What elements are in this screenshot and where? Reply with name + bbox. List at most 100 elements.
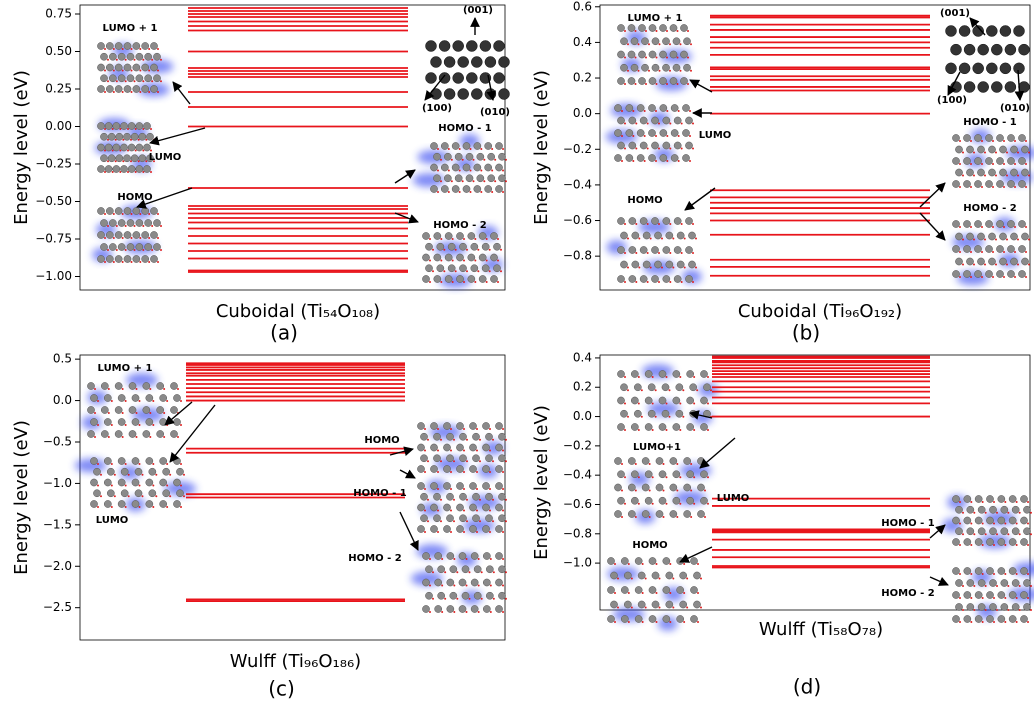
atom (655, 56, 658, 59)
crystal-atom (443, 88, 456, 100)
crystal-atom (452, 72, 464, 84)
atom (494, 180, 497, 183)
atom (469, 503, 477, 512)
atom (631, 260, 640, 269)
atom (432, 571, 434, 574)
atom (624, 402, 626, 405)
atom (463, 259, 465, 262)
atom (1008, 615, 1017, 623)
atom (625, 104, 634, 112)
atom (170, 382, 178, 390)
molecule-image (97, 42, 174, 97)
atom (1015, 544, 1018, 546)
atom (1006, 151, 1008, 154)
y-tick-label: 0.2 (573, 380, 592, 394)
atom (974, 245, 982, 253)
atom (505, 571, 507, 574)
atom (142, 80, 145, 83)
orbital-density (956, 271, 989, 286)
atom (977, 232, 985, 241)
atom (459, 492, 467, 501)
atom (425, 264, 433, 273)
atom (107, 388, 110, 390)
y-tick-label: 0.0 (573, 106, 592, 120)
atom (692, 252, 694, 254)
atom (993, 522, 995, 525)
atom (997, 591, 1006, 599)
crystal-atom (963, 81, 976, 93)
atom (437, 148, 439, 150)
atom (686, 370, 695, 378)
atom (459, 454, 467, 463)
atom (662, 141, 671, 150)
atom (90, 457, 98, 465)
atom (124, 80, 127, 83)
atom (1003, 226, 1005, 228)
atom (672, 370, 681, 378)
atom (150, 149, 152, 152)
atom (139, 91, 142, 93)
atom (483, 180, 486, 183)
atom (93, 489, 101, 498)
atom (1023, 527, 1031, 536)
atom (1021, 168, 1029, 177)
atom (621, 489, 623, 492)
atom (1030, 511, 1032, 514)
atom (659, 129, 668, 137)
atom (133, 225, 136, 227)
atom (430, 163, 438, 172)
crystal-atom (438, 72, 451, 84)
y-tick-label: 0.0 (53, 393, 72, 407)
y-tick-label: −0.50 (35, 194, 72, 208)
atom (658, 577, 661, 580)
atom (673, 141, 682, 150)
atom (985, 180, 993, 188)
atom (644, 396, 653, 405)
atom (630, 496, 639, 505)
atom (685, 217, 693, 225)
arrow (136, 187, 193, 209)
atom (1021, 232, 1029, 241)
atom (692, 223, 694, 225)
atom (687, 30, 689, 32)
crystal-atom (999, 25, 1012, 37)
atom (150, 63, 158, 72)
atom (482, 465, 490, 473)
atom (135, 143, 144, 152)
atom (87, 406, 95, 414)
atom (130, 138, 132, 141)
atom (114, 138, 117, 141)
atom (986, 567, 994, 575)
atom (1008, 567, 1017, 575)
atom (952, 538, 960, 546)
atom (470, 605, 479, 613)
atom (142, 128, 145, 130)
atom (617, 246, 625, 254)
atom (639, 141, 648, 150)
atom (680, 223, 683, 225)
crystal-atom (1004, 81, 1017, 93)
atom (114, 160, 117, 163)
atom (123, 85, 132, 93)
atom (966, 168, 974, 177)
atom (627, 77, 636, 85)
atom (113, 495, 116, 498)
atom (648, 557, 657, 565)
atom (473, 142, 482, 150)
crystal-atom (457, 88, 469, 100)
atom (492, 438, 494, 441)
atom (655, 510, 664, 518)
atom (676, 231, 685, 240)
atom (151, 225, 154, 227)
crystal-atom (986, 25, 998, 37)
atom (485, 238, 488, 240)
atom (970, 140, 972, 142)
atom (110, 506, 113, 508)
atom (623, 571, 632, 580)
atom (624, 122, 626, 125)
arrow (919, 212, 946, 241)
atom (485, 565, 494, 574)
atom (94, 388, 96, 390)
atom (123, 255, 132, 263)
atom (121, 436, 124, 438)
